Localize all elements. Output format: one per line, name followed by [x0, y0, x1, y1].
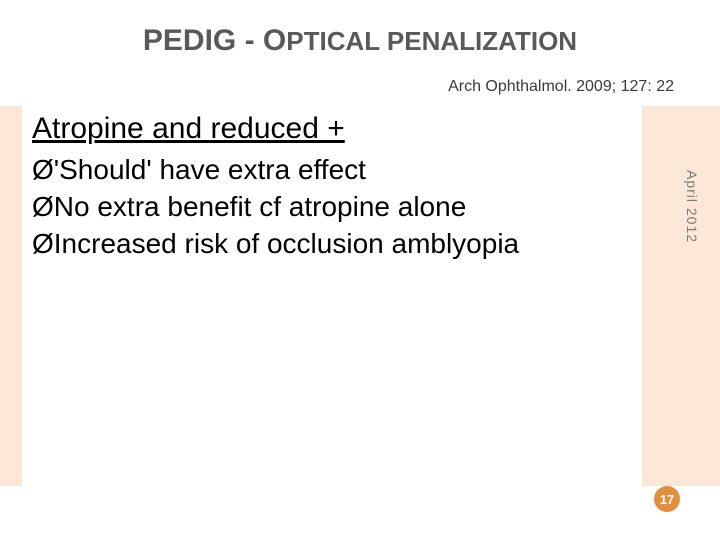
bullet-icon: Ø [32, 191, 54, 222]
list-item: ØNo extra benefit cf atropine alone [32, 189, 628, 224]
bullet-list: Ø'Should' have extra effect ØNo extra be… [32, 152, 628, 261]
bullet-text: 'Should' have extra effect [54, 154, 366, 185]
bullet-icon: Ø [32, 228, 54, 259]
content-heading: Atropine and reduced + [32, 110, 628, 148]
slide-title: PEDIG - OPTICAL PENALIZATION [0, 24, 720, 58]
list-item: Ø'Should' have extra effect [32, 152, 628, 187]
citation-text: Arch Ophthalmol. 2009; 127: 22 [448, 78, 674, 96]
title-main: OPTICAL PENALIZATION [263, 24, 577, 57]
bullet-text: No extra benefit cf atropine alone [54, 191, 466, 222]
title-main-rest: PTICAL PENALIZATION [286, 26, 577, 56]
title-prefix: PEDIG - [143, 24, 263, 57]
page-number-badge: 17 [654, 486, 680, 512]
title-main-first: O [263, 24, 286, 57]
bullet-text: Increased risk of occlusion amblyopia [54, 228, 519, 259]
bullet-icon: Ø [32, 154, 54, 185]
list-item: ØIncreased risk of occlusion amblyopia [32, 226, 628, 261]
side-date: April 2012 [684, 170, 700, 243]
page-number: 17 [660, 492, 674, 507]
content-area: Atropine and reduced + Ø'Should' have ex… [32, 110, 628, 263]
slide: PEDIG - OPTICAL PENALIZATION Arch Ophtha… [0, 0, 720, 540]
